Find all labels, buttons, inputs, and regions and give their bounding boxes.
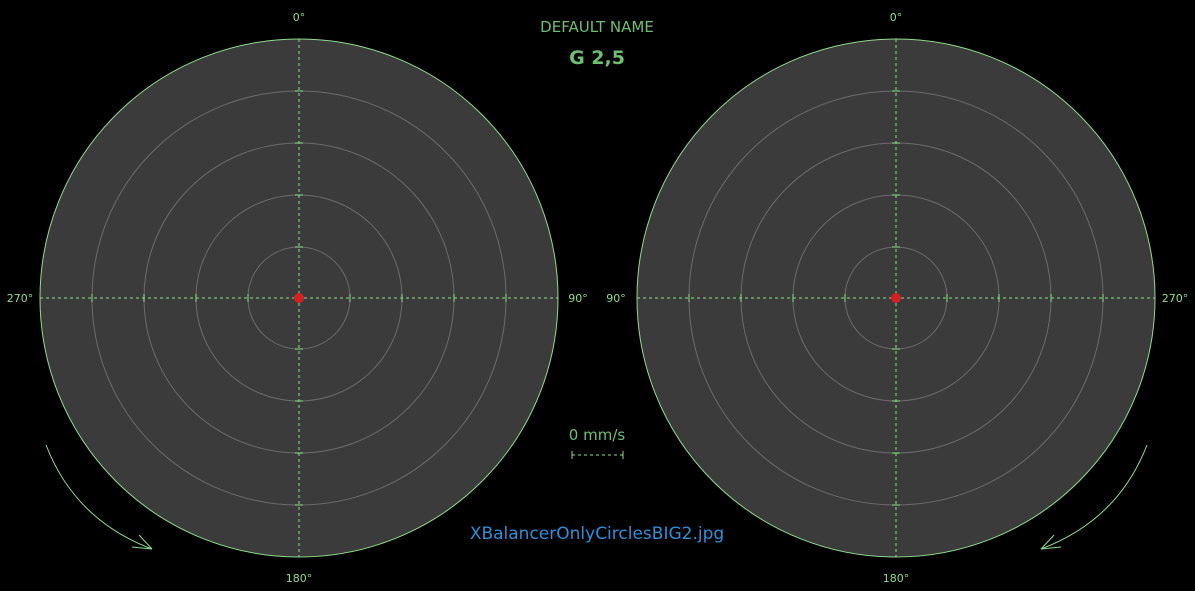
left-label-bottom: 180°: [286, 572, 313, 585]
left-polar-plot[interactable]: 0° 270° 90° 180°: [7, 11, 588, 585]
right-axis-ticks: [688, 90, 1104, 506]
right-center-marker: [891, 293, 901, 303]
filename-label: XBalancerOnlyCirclesBIG2.jpg: [469, 524, 725, 544]
left-center-marker: [294, 293, 304, 303]
left-axis-ticks: [91, 90, 507, 506]
left-label-left: 270°: [7, 292, 34, 305]
right-label-top: 0°: [890, 11, 903, 24]
right-label-left: 90°: [606, 292, 626, 305]
right-label-bottom: 180°: [883, 572, 910, 585]
left-label-right: 90°: [568, 292, 588, 305]
right-rotation-arrow-icon: [1040, 444, 1148, 550]
balance-grade: G 2,5: [569, 47, 625, 69]
left-rotation-arrow-icon: [45, 444, 153, 550]
scale-bar: [571, 451, 624, 459]
speed-scale-label: 0 mm/s: [568, 426, 626, 444]
left-label-top: 0°: [293, 11, 306, 24]
rotor-name: DEFAULT NAME: [540, 18, 654, 36]
right-label-right: 270°: [1162, 292, 1189, 305]
right-polar-plot[interactable]: 0° 90° 270° 180°: [606, 11, 1188, 585]
